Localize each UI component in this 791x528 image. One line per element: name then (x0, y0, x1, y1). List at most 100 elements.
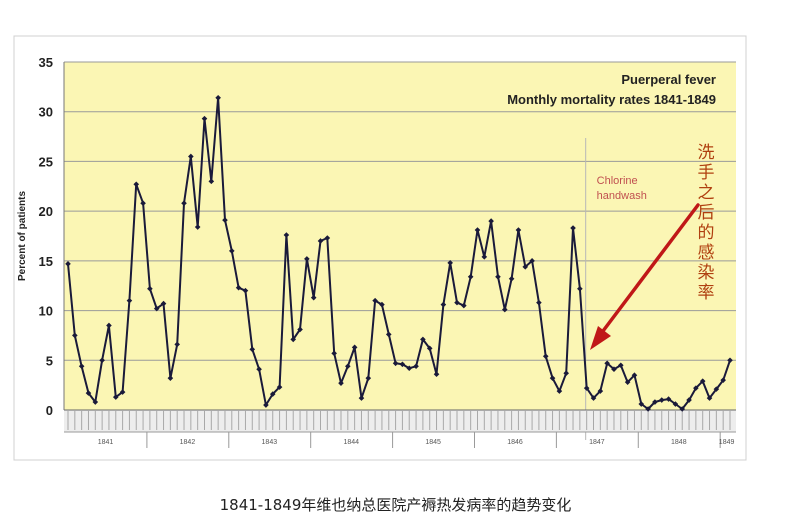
data-point (304, 256, 310, 262)
x-year-label: 1841 (98, 439, 114, 446)
side-note-char: 染 (698, 263, 715, 283)
data-point (174, 341, 180, 348)
data-point (597, 388, 604, 394)
series-line (65, 94, 733, 412)
data-point (549, 375, 556, 381)
y-tick-label: 5 (46, 353, 53, 368)
data-point (188, 153, 194, 160)
figure-caption: 1841-1849年维也纳总医院产褥热发病率的趋势变化 (219, 496, 572, 514)
data-point (467, 273, 474, 280)
data-point (529, 258, 535, 264)
data-point (242, 287, 249, 294)
handwash-annotation-line: Chlorine (597, 175, 638, 187)
y-tick-label: 10 (39, 304, 53, 319)
side-note-char: 后 (698, 203, 715, 223)
y-tick-label: 35 (39, 55, 53, 70)
data-point (201, 115, 208, 122)
x-axis: 1841 1842 1843 1844 1845 1846 1847 1848 1849 (64, 409, 736, 448)
data-point (365, 375, 372, 381)
data-point (631, 372, 638, 378)
data-point (488, 218, 494, 224)
data-point (147, 285, 153, 292)
data-point (699, 378, 706, 384)
data-point (474, 227, 481, 233)
data-point (713, 386, 720, 392)
data-point (92, 399, 99, 405)
x-year-label: 1849 (719, 439, 735, 446)
x-year-label: 1847 (589, 439, 605, 446)
x-year-label: 1842 (180, 439, 196, 446)
data-point (618, 362, 624, 369)
data-point (501, 306, 508, 313)
data-point (283, 232, 290, 238)
side-note-char: 率 (698, 283, 715, 303)
data-point (249, 346, 256, 353)
data-point (577, 285, 583, 292)
side-note-char: 之 (698, 183, 715, 203)
mortality-chart: 0 5 10 15 20 25 30 35 Percent of patients Puerp… (13, 35, 747, 461)
side-note-char: 感 (698, 243, 715, 263)
data-point (420, 336, 426, 343)
data-point (126, 297, 133, 304)
data-point (392, 360, 399, 367)
data-point (78, 363, 85, 370)
data-point (522, 264, 529, 270)
data-point (112, 394, 119, 400)
data-point (515, 227, 522, 233)
data-point (727, 357, 733, 364)
data-point (604, 360, 610, 367)
data-point (228, 248, 235, 254)
data-point (160, 300, 167, 307)
data-point (665, 396, 672, 402)
data-point (385, 331, 392, 338)
data-point (563, 370, 570, 377)
data-point (645, 406, 651, 412)
data-point (351, 344, 358, 351)
data-point (263, 402, 269, 408)
data-point (447, 260, 453, 266)
data-point (99, 357, 105, 364)
data-point (570, 225, 576, 231)
data-point (72, 332, 78, 339)
data-point (222, 217, 228, 223)
y-tick-label: 15 (39, 254, 53, 269)
y-tick-label: 0 (46, 403, 53, 418)
y-tick-labels: 0 5 10 15 20 25 30 35 (39, 55, 53, 418)
side-note-char: 的 (698, 223, 715, 243)
data-point (167, 375, 174, 381)
data-point (440, 301, 447, 308)
data-point (181, 200, 187, 206)
data-point (297, 326, 303, 333)
data-point (358, 395, 365, 401)
data-point (556, 388, 563, 394)
data-point (495, 273, 501, 280)
x-year-label: 1848 (671, 439, 687, 446)
data-point (372, 297, 378, 304)
data-point (583, 385, 590, 391)
data-point (269, 391, 276, 397)
y-tick-label: 25 (39, 154, 53, 169)
data-point (611, 366, 617, 373)
data-point (379, 301, 385, 308)
data-point (338, 380, 344, 386)
data-point (590, 395, 597, 401)
data-point (679, 406, 686, 412)
x-axis-band (64, 410, 736, 432)
x-year-label: 1844 (343, 439, 359, 446)
data-point (153, 305, 160, 312)
data-point (481, 254, 488, 260)
data-point (542, 353, 549, 360)
data-point (208, 178, 215, 185)
plot-area (64, 62, 736, 410)
data-point (310, 294, 317, 301)
data-point (85, 390, 92, 396)
data-point (413, 363, 419, 370)
data-point (433, 371, 440, 378)
data-point (140, 200, 146, 206)
side-note-char: 手 (698, 163, 715, 183)
data-point (652, 399, 658, 405)
data-point (290, 336, 297, 343)
data-point (658, 397, 665, 403)
data-point (276, 384, 283, 390)
data-point (406, 365, 413, 372)
